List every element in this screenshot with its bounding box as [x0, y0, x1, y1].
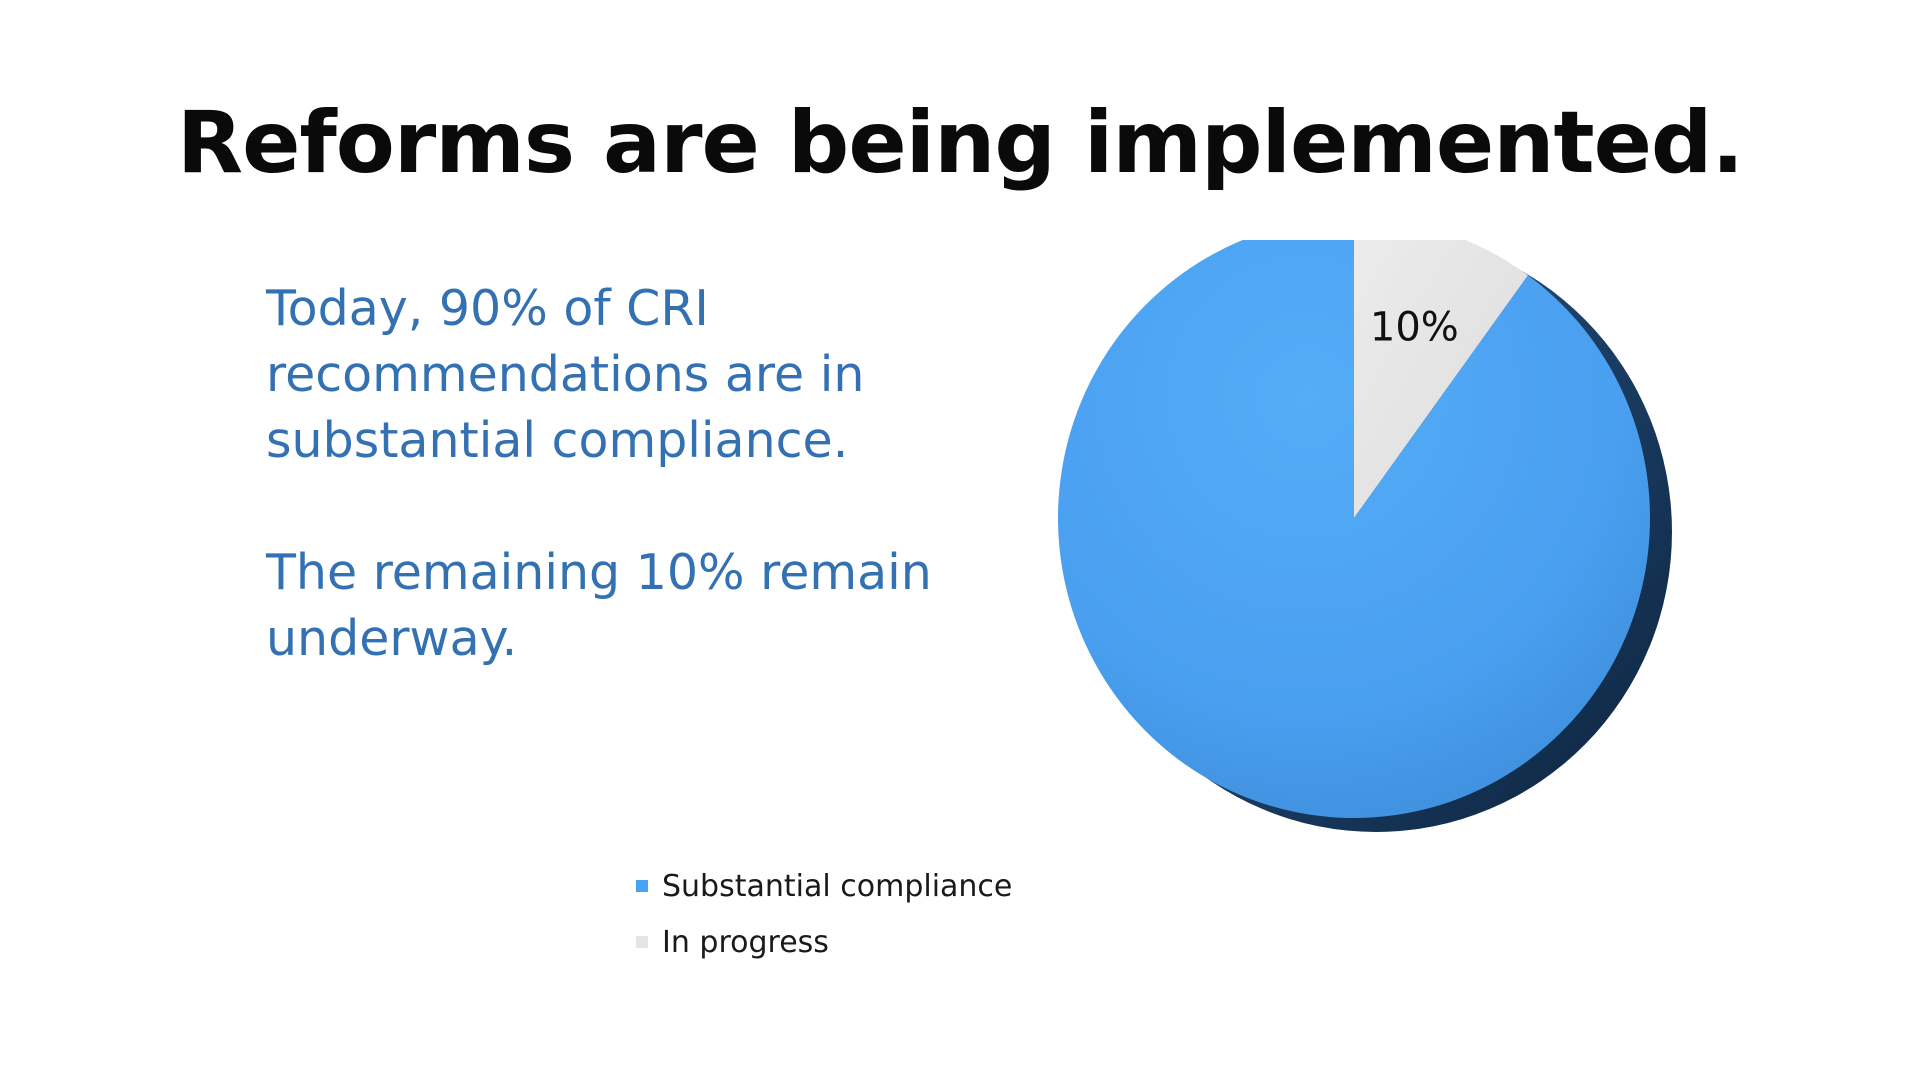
pie-slice-in-progress — [1354, 240, 1528, 518]
legend-swatch-in-progress — [636, 936, 648, 948]
legend-label-substantial-compliance: Substantial compliance — [662, 868, 1013, 904]
chart-legend: Substantial compliance In progress — [636, 858, 1012, 970]
legend-item-in-progress: In progress — [636, 914, 1012, 970]
body-paragraph-compliance: Today, 90% of CRI recommendations are in… — [266, 280, 865, 469]
body-paragraph-remaining: The remaining 10% remain underway. — [266, 544, 932, 667]
legend-label-in-progress: In progress — [662, 924, 829, 960]
legend-swatch-substantial-compliance — [636, 880, 648, 892]
legend-item-substantial-compliance: Substantial compliance — [636, 858, 1012, 914]
slide-title: Reforms are being implemented. — [176, 93, 1744, 193]
pie-chart: 90% 10% — [1058, 240, 1672, 975]
pie-slice-substantial-compliance — [1058, 240, 1650, 818]
pie-data-label-in-progress: 10% — [1370, 305, 1459, 351]
body-text: Today, 90% of CRI recommendations are in… — [266, 276, 986, 672]
pie-data-label-substantial-compliance: 90% — [1240, 929, 1329, 975]
